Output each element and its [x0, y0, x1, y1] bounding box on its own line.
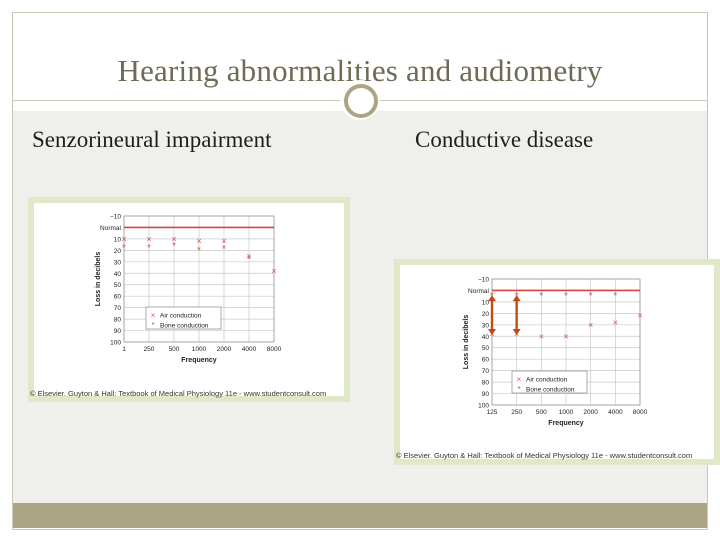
y-tick-label: 90 — [482, 391, 490, 398]
y-tick-label: 90 — [114, 328, 122, 335]
y-tick-label: 100 — [478, 403, 489, 410]
y-tick-label: Normal — [100, 225, 122, 232]
y-tick-label: 80 — [114, 317, 122, 324]
x-tick-label: 2000 — [217, 346, 232, 353]
y-tick-label: 30 — [482, 322, 490, 329]
right-heading: Conductive disease — [415, 127, 594, 152]
chart-background — [400, 265, 714, 459]
x-tick-label: 2000 — [583, 409, 598, 416]
y-tick-label: 70 — [114, 305, 122, 312]
legend-label: Bone conduction — [160, 323, 209, 330]
y-tick-label: Normal — [468, 288, 490, 295]
y-tick-label: 50 — [482, 345, 490, 352]
legend-label: Air conduction — [160, 313, 202, 320]
y-tick-label: 30 — [114, 259, 122, 266]
chart-border — [26, 195, 352, 404]
arrow-head-down — [512, 328, 521, 335]
x-tick-label: 125 — [487, 409, 498, 416]
legend-air-marker: × — [151, 311, 156, 320]
legend-bone-marker: * — [517, 385, 520, 394]
y-tick-label: 50 — [114, 282, 122, 289]
air-conduction-point: × — [246, 251, 251, 261]
x-tick-label: 1000 — [192, 346, 207, 353]
bone-conduction-point: * — [197, 245, 201, 256]
air-conduction-point: × — [588, 320, 593, 330]
air-conduction-point: × — [196, 236, 201, 246]
legend-label: Bone conduction — [526, 387, 575, 394]
x-axis-label: Frequency — [181, 357, 217, 364]
legend-box — [511, 370, 588, 394]
legend-label: Air conduction — [526, 377, 568, 384]
bone-conduction-point: * — [222, 244, 226, 255]
chart-legend: × Air conduction * Bone conduction — [511, 370, 588, 394]
plot-frame — [491, 278, 641, 406]
y-tick-label: −10 — [110, 214, 121, 221]
x-tick-label: 8000 — [267, 346, 282, 353]
x-tick-label: 8000 — [633, 409, 648, 416]
bone-conduction-point: * — [122, 243, 126, 254]
left-audiogram-figure: −10 Normal 10 20 30 40 50 60 70 80 90 100 1 250 500 100… — [26, 195, 352, 404]
bone-conduction-point: * — [589, 291, 593, 302]
x-tick-label: 1000 — [559, 409, 574, 416]
arrow-head-up — [512, 295, 521, 302]
y-tick-label: 100 — [110, 340, 121, 347]
chart-border — [392, 257, 720, 467]
chart-background — [34, 203, 344, 396]
y-tick-label: 60 — [482, 357, 490, 364]
y-axis-label: Loss in decibels — [463, 315, 470, 370]
left-figure-credit: © Elsevier. Guyton & Hall: Textbook of M… — [30, 389, 327, 398]
y-tick-label: 70 — [482, 368, 490, 375]
left-heading: Senzorineural impairment — [32, 127, 272, 152]
y-tick-label: 40 — [114, 271, 122, 278]
legend-air-marker: × — [517, 375, 522, 384]
circle-ornament-icon — [344, 84, 378, 118]
air-conduction-point: × — [121, 234, 126, 244]
double-arrow-annotation — [488, 295, 496, 335]
legend-bone-marker: * — [151, 321, 154, 330]
air-conduction-point: × — [539, 331, 544, 341]
bone-conduction-point: * — [564, 291, 568, 302]
chart-legend: × Air conduction * Bone conduction — [145, 306, 222, 330]
air-conduction-point: × — [171, 234, 176, 244]
air-conduction-point: × — [146, 234, 151, 244]
y-tick-label: 60 — [114, 294, 122, 301]
right-figure-credit: © Elsevier. Guyton & Hall: Textbook of M… — [396, 451, 693, 460]
air-conduction-point: × — [271, 266, 276, 276]
y-tick-label: 20 — [482, 311, 490, 318]
x-tick-label: 4000 — [608, 409, 623, 416]
x-tick-label: 1 — [122, 346, 126, 353]
bone-conduction-point: * — [247, 255, 251, 266]
right-audiogram-figure: −10 Normal 10 20 30 40 50 60 70 80 90 100 125 250 500 1… — [392, 257, 720, 467]
arrow-head-down — [488, 328, 496, 335]
y-tick-label: −10 — [478, 277, 489, 284]
y-axis-label: Loss in decibels — [95, 252, 102, 307]
bone-conduction-point: * — [172, 241, 176, 252]
y-tick-label: 20 — [114, 248, 122, 255]
y-tick-label: 40 — [482, 334, 490, 341]
footer-bar — [13, 503, 707, 528]
y-tick-label: 10 — [482, 299, 490, 306]
x-tick-label: 500 — [536, 409, 547, 416]
bone-conduction-point: * — [613, 291, 617, 302]
y-tick-label: 80 — [482, 380, 490, 387]
air-conduction-point: × — [221, 236, 226, 246]
legend-box — [145, 306, 222, 330]
air-conduction-point: × — [563, 331, 568, 341]
bone-conduction-point: * — [539, 291, 543, 302]
y-tick-label: 10 — [114, 236, 122, 243]
x-axis-label: Frequency — [548, 420, 584, 427]
arrow-head-up — [488, 295, 496, 302]
bone-conduction-point: * — [147, 243, 151, 254]
x-tick-label: 250 — [144, 346, 155, 353]
plot-frame — [123, 215, 275, 343]
x-tick-label: 4000 — [242, 346, 257, 353]
double-arrow-annotation — [512, 295, 521, 335]
air-conduction-point: × — [613, 318, 618, 328]
x-tick-label: 250 — [511, 409, 522, 416]
air-conduction-point: × — [637, 311, 642, 321]
x-tick-label: 500 — [169, 346, 180, 353]
